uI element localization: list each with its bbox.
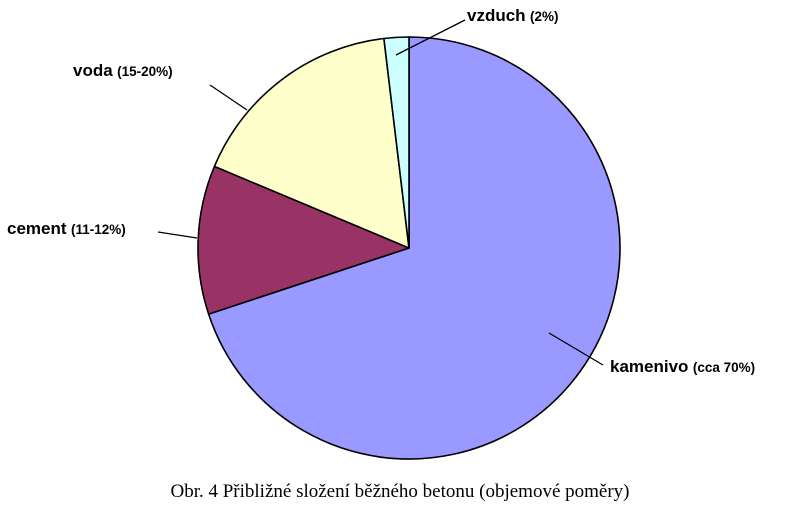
slice-share: (15-20%) (117, 64, 173, 79)
slice-share: (11-12%) (70, 222, 126, 237)
leader-line-kamenivo (548, 332, 604, 366)
label-cement: cement (11-12%) (7, 219, 126, 239)
slice-name: cement (7, 219, 67, 238)
label-voda: voda (15-20%) (73, 61, 173, 81)
leader-line-voda (209, 84, 248, 111)
pie-slice-vzduch (383, 36, 410, 249)
slice-name: kamenivo (610, 357, 689, 376)
slice-share: (2%) (530, 9, 559, 24)
figure-caption: Obr. 4 Přibližné složení běžného betonu … (170, 481, 630, 502)
label-vzduch: vzduch (2%) (467, 6, 559, 26)
leader-line-vzduch (395, 19, 466, 56)
label-kamenivo: kamenivo (cca 70%) (610, 357, 755, 377)
slice-share: (cca 70%) (692, 360, 756, 375)
pie-slice-kamenivo (207, 36, 621, 460)
slice-name: voda (73, 61, 113, 80)
leader-line-cement (157, 231, 198, 239)
pie-slice-cement (197, 165, 410, 315)
slice-name: vzduch (467, 6, 526, 25)
pie-slice-voda (213, 37, 410, 249)
